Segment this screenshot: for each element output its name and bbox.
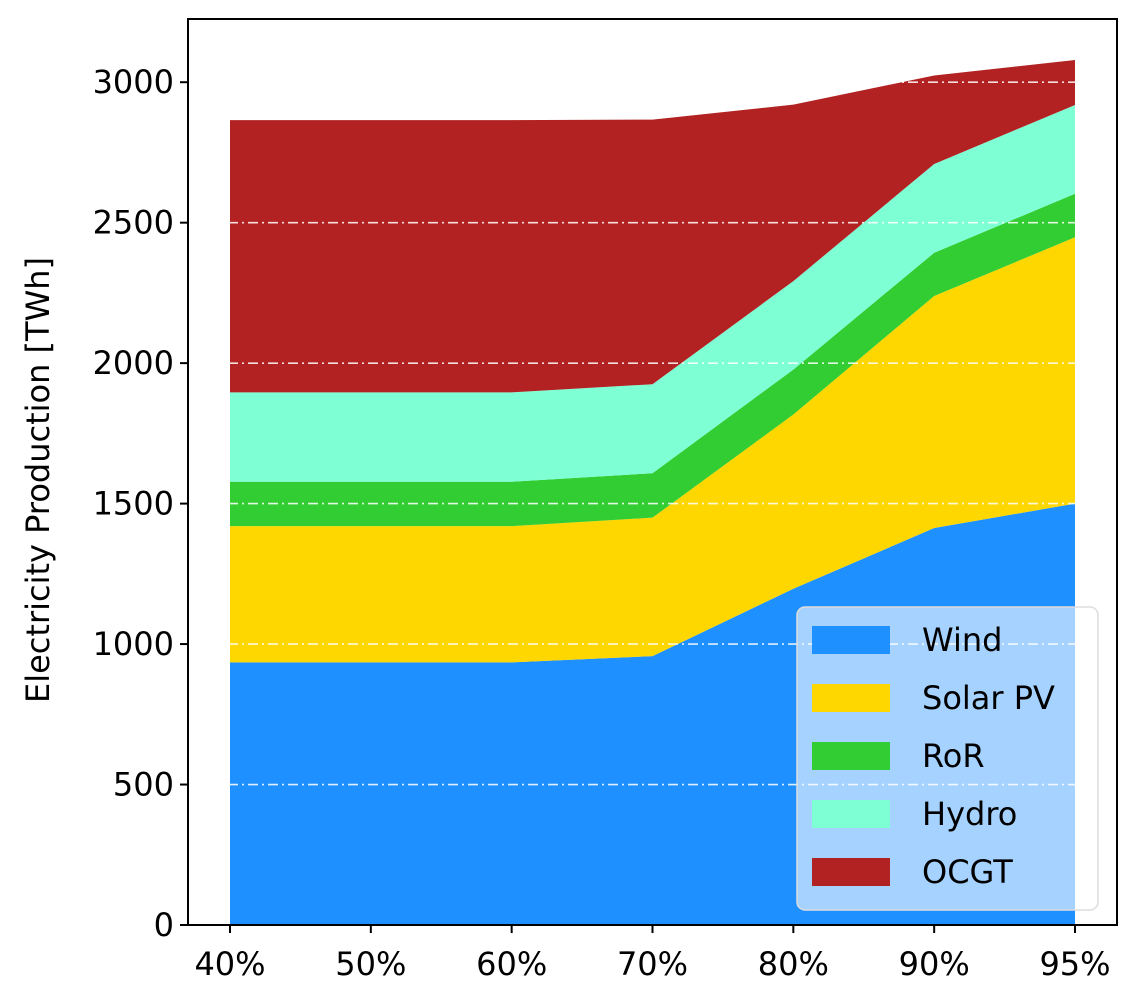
legend-swatch xyxy=(812,800,890,828)
legend-label: OCGT xyxy=(922,853,1013,891)
y-axis-label: Electricity Production [TWh] xyxy=(19,257,57,703)
y-tick-label: 2500 xyxy=(93,204,174,242)
legend-item-solar-pv: Solar PV xyxy=(812,679,1055,717)
legend-swatch xyxy=(812,684,890,712)
y-tick-label: 1500 xyxy=(93,485,174,523)
legend-swatch xyxy=(812,742,890,770)
area-solar-pv xyxy=(230,237,1075,663)
area-hydro xyxy=(230,104,1075,482)
y-axis: 0 500 1000 1500 2000 2500 3000 xyxy=(93,63,188,944)
x-tick-label: 95% xyxy=(1039,945,1110,983)
y-tick-label: 500 xyxy=(113,766,174,804)
x-tick-label: 80% xyxy=(758,945,829,983)
legend-swatch xyxy=(812,858,890,886)
y-tick-label: 3000 xyxy=(93,63,174,101)
y-tick-label: 1000 xyxy=(93,625,174,663)
legend-label: Hydro xyxy=(922,795,1017,833)
x-axis: 40% 50% 60% 70% 80% 90% 95% xyxy=(194,925,1111,983)
legend-swatch xyxy=(812,626,890,654)
legend-item-wind: Wind xyxy=(812,621,1002,659)
x-tick-label: 40% xyxy=(194,945,265,983)
area-ocgt xyxy=(230,60,1075,393)
legend-label: Wind xyxy=(922,621,1002,659)
x-tick-label: 50% xyxy=(335,945,406,983)
y-tick-label: 2000 xyxy=(93,344,174,382)
legend: Wind Solar PV RoR Hydro OCGT xyxy=(796,606,1099,911)
x-tick-label: 90% xyxy=(899,945,970,983)
x-tick-label: 60% xyxy=(476,945,547,983)
legend-label: Solar PV xyxy=(922,679,1055,717)
y-tick-label: 0 xyxy=(154,906,174,944)
x-tick-label: 70% xyxy=(617,945,688,983)
legend-item-hydro: Hydro xyxy=(812,795,1017,833)
legend-box xyxy=(796,606,1099,911)
legend-label: RoR xyxy=(922,737,985,775)
legend-items: Wind Solar PV RoR Hydro OCGT xyxy=(812,621,1055,891)
legend-item-ror: RoR xyxy=(812,737,985,775)
legend-item-ocgt: OCGT xyxy=(812,853,1013,891)
area-ror xyxy=(230,193,1075,527)
